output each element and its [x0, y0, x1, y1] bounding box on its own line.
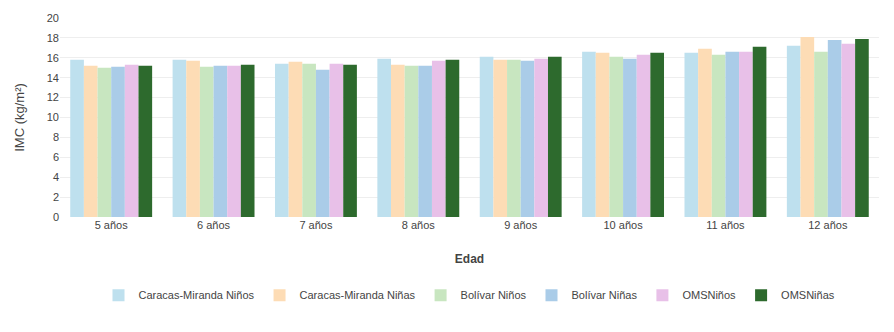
svg-text:6: 6 [53, 151, 59, 163]
svg-text:OMSNiñas: OMSNiñas [781, 289, 835, 301]
svg-text:12 años: 12 años [808, 219, 848, 231]
svg-text:7 años: 7 años [299, 219, 333, 231]
svg-text:14: 14 [47, 72, 59, 84]
svg-text:Caracas-Miranda Niñas: Caracas-Miranda Niñas [300, 289, 416, 301]
svg-text:16: 16 [47, 52, 59, 64]
svg-text:Bolívar Niñas: Bolívar Niñas [572, 289, 638, 301]
svg-text:8: 8 [53, 131, 59, 143]
svg-text:2: 2 [53, 191, 59, 203]
svg-text:OMSNiños: OMSNiños [682, 289, 736, 301]
svg-text:9 años: 9 años [504, 219, 538, 231]
svg-text:0: 0 [53, 211, 59, 223]
svg-text:6 años: 6 años [197, 219, 231, 231]
svg-text:10 años: 10 años [603, 219, 643, 231]
svg-text:4: 4 [53, 171, 59, 183]
svg-text:5 años: 5 años [95, 219, 129, 231]
svg-text:18: 18 [47, 32, 59, 44]
svg-text:Edad: Edad [455, 252, 484, 266]
svg-text:10: 10 [47, 111, 59, 123]
svg-text:Bolívar Niños: Bolívar Niños [461, 289, 527, 301]
svg-text:20: 20 [47, 12, 59, 24]
svg-text:8 años: 8 años [402, 219, 436, 231]
svg-text:11 años: 11 años [706, 219, 745, 231]
svg-text:12: 12 [47, 91, 59, 103]
svg-text:IMC (kg/m²): IMC (kg/m²) [12, 83, 27, 152]
svg-text:Caracas-Miranda Niños: Caracas-Miranda Niños [139, 289, 255, 301]
